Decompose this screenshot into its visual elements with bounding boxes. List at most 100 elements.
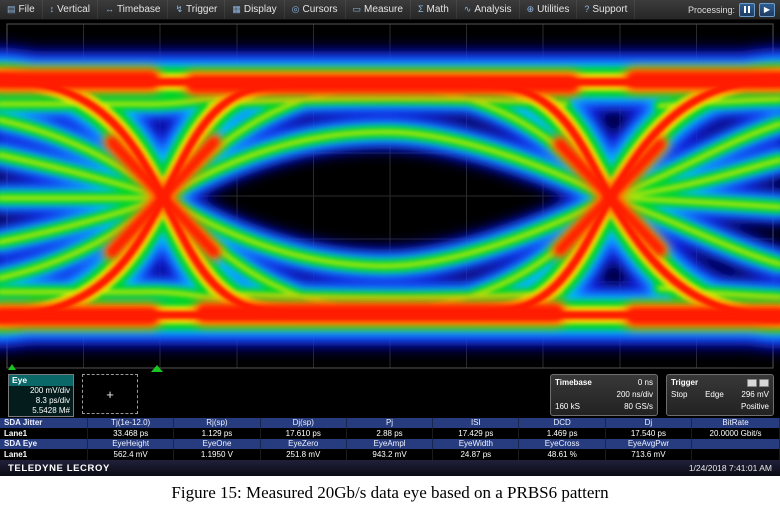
timebase-offset: 0 ns (637, 378, 653, 387)
value-cell: 562.4 mV (88, 449, 175, 460)
value-cell: 2.88 ps (347, 428, 434, 439)
header-cell: Tj(1e-12.0) (88, 418, 175, 428)
plus-icon: + (106, 386, 114, 402)
pause-button[interactable] (739, 2, 755, 17)
header-cell: DCD (519, 418, 606, 428)
header-cell: ISI (433, 418, 520, 428)
waveform-display (0, 20, 780, 372)
value-cell: 17.540 ps (606, 428, 693, 439)
value-cell: 1.469 ps (519, 428, 606, 439)
menu-item-measure[interactable]: ▭ Measure (346, 0, 411, 19)
row-label: Lane1 (0, 428, 88, 439)
channel-name: Eye (9, 375, 73, 386)
menu-item-analysis[interactable]: ∿ Analysis (457, 0, 520, 19)
eye-header-row: SDA Eye EyeHeight EyeOne EyeZero EyeAmpl… (0, 439, 780, 449)
processing-label: Processing: (687, 4, 735, 15)
value-cell: 713.6 mV (606, 449, 693, 460)
row-label: SDA Jitter (0, 418, 88, 428)
menu-label-analysis: Analysis (474, 4, 512, 15)
resume-button[interactable]: ▶ (759, 2, 775, 17)
menu-item-vertical[interactable]: ↕ Vertical (43, 0, 98, 19)
header-cell: EyeHeight (88, 439, 175, 449)
timebase-scale: 200 ns/div (616, 390, 653, 399)
menu-item-display[interactable]: ▦ Display (225, 0, 285, 19)
header-cell: EyeWidth (433, 439, 520, 449)
header-cell: EyeZero (261, 439, 347, 449)
menu-label-cursors: Cursors (302, 4, 338, 15)
value-cell: 24.87 ps (433, 449, 520, 460)
menu-label-display: Display (243, 4, 277, 15)
trigger-title: Trigger (671, 378, 699, 387)
menu-label-vertical: Vertical (57, 4, 90, 15)
status-bar: TELEDYNE LECROY 1/24/2018 7:41:01 AM (0, 460, 780, 476)
brand-logo: TELEDYNE LECROY (8, 462, 110, 474)
measurement-table: SDA Jitter Tj(1e-12.0) Rj(sp) Dj(sp) Pj … (0, 418, 780, 460)
trigger-icon: ↯ (175, 4, 184, 14)
trace-level-marker (8, 364, 16, 370)
trigger-type: Edge (705, 390, 724, 399)
row-label: Lane1 (0, 449, 88, 460)
measure-icon: ▭ (352, 4, 362, 14)
menu-item-cursors[interactable]: ◎ Cursors (285, 0, 346, 19)
header-cell: EyeAvgPwr (606, 439, 693, 449)
jitter-header-row: SDA Jitter Tj(1e-12.0) Rj(sp) Dj(sp) Pj … (0, 418, 780, 428)
value-cell: 17.610 ps (261, 428, 347, 439)
math-icon: Σ (417, 4, 424, 14)
trigger-source-icon (747, 379, 757, 387)
menu-label-support: Support (592, 4, 628, 15)
menu-label-math: Math (426, 4, 449, 15)
header-cell: EyeOne (174, 439, 261, 449)
channel-horizontal-scale: 8.3 ps/div (35, 396, 70, 405)
figure-caption: Figure 15: Measured 20Gb/s data eye base… (0, 476, 780, 510)
trigger-mode: Stop (671, 390, 688, 399)
menu-label-file: File (18, 4, 35, 15)
trigger-coupling-icon (759, 379, 769, 387)
file-icon: ▤ (7, 4, 16, 14)
timebase-descriptor[interactable]: Timebase 0 ns 200 ns/div 160 kS 80 GS/s (550, 374, 658, 416)
value-cell: 33.468 ps (88, 428, 175, 439)
utilities-icon: ⊕ (526, 4, 535, 14)
trigger-descriptor[interactable]: Trigger Stop Edge 296 mV Positive (666, 374, 774, 416)
channel-sample-count: 5.5428 M# (32, 406, 70, 415)
timebase-icon: ↔ (104, 4, 114, 14)
header-cell (692, 439, 780, 449)
play-arrow-icon: ▶ (763, 4, 771, 14)
display-icon: ▦ (232, 4, 241, 14)
header-cell: Rj(sp) (174, 418, 261, 428)
trigger-badges (747, 377, 769, 389)
menu-item-math[interactable]: Σ Math (411, 0, 457, 19)
menu-item-timebase[interactable]: ↔ Timebase (98, 0, 169, 19)
eye-value-row: Lane1 562.4 mV 1.1950 V 251.8 mV 943.2 m… (0, 449, 780, 460)
menu-label-trigger: Trigger (186, 4, 218, 15)
header-cell: BitRate (692, 418, 780, 428)
menu-label-utilities: Utilities (537, 4, 570, 15)
header-cell: EyeCross (519, 439, 606, 449)
menu-bar: ▤ File ↕ Vertical ↔ Timebase ↯ Trigger ▦… (0, 0, 780, 20)
timebase-sample-rate: 80 GS/s (624, 402, 653, 411)
value-cell: 251.8 mV (261, 449, 347, 460)
menu-item-file[interactable]: ▤ File (0, 0, 43, 19)
trigger-slope: Positive (740, 402, 769, 411)
trigger-level: 296 mV (741, 390, 769, 399)
value-cell (692, 449, 780, 460)
header-cell: EyeAmpl (347, 439, 434, 449)
menu-item-utilities[interactable]: ⊕ Utilities (520, 0, 578, 19)
menu-item-trigger[interactable]: ↯ Trigger (168, 0, 226, 19)
channel-vertical-scale: 200 mV/div (29, 386, 70, 395)
descriptor-strip: Eye 200 mV/div 8.3 ps/div 5.5428 M# + Ti… (0, 372, 780, 418)
menu-item-support[interactable]: ? Support (577, 0, 636, 19)
value-cell: 1.1950 V (174, 449, 261, 460)
row-label: SDA Eye (0, 439, 88, 449)
trigger-position-marker[interactable] (151, 365, 163, 372)
vertical-icon: ↕ (49, 4, 55, 14)
header-cell: Pj (347, 418, 434, 428)
header-cell: Dj(sp) (261, 418, 347, 428)
add-trace-box[interactable]: + (82, 374, 138, 414)
processing-area: Processing: ▶ (688, 0, 780, 19)
value-cell: 48.61 % (519, 449, 606, 460)
eye-channel-descriptor[interactable]: Eye 200 mV/div 8.3 ps/div 5.5428 M# (8, 374, 74, 417)
pause-icon (744, 6, 750, 13)
menu-label-timebase: Timebase (116, 4, 161, 15)
jitter-value-row: Lane1 33.468 ps 1.129 ps 17.610 ps 2.88 … (0, 428, 780, 439)
